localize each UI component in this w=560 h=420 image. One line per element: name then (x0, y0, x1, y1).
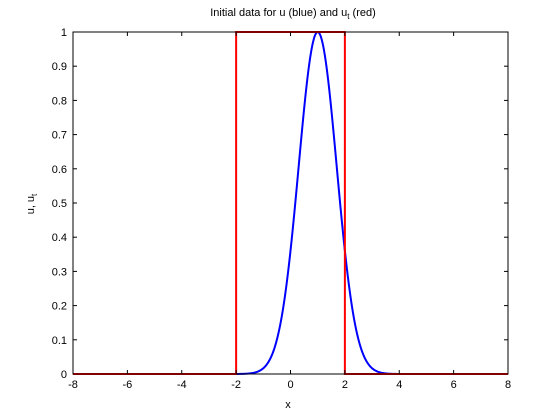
plot-area (73, 32, 508, 374)
y-axis-label-main: u, u (25, 196, 37, 214)
y-tick-label: 0.4 (52, 232, 67, 244)
x-tick-label: 8 (505, 379, 511, 391)
x-tick-label: -4 (177, 379, 187, 391)
x-axis-label: x (285, 399, 291, 411)
x-tick-label: 2 (342, 379, 348, 391)
x-tick-label: 0 (287, 379, 293, 391)
y-tick-label: 0.6 (52, 164, 67, 176)
y-tick-label: 0.2 (52, 301, 67, 313)
y-tick-label: 0.9 (52, 61, 67, 73)
y-axis-label: u, ut (25, 193, 39, 214)
x-tick-label: -6 (122, 379, 132, 391)
y-tick-label: 0.7 (52, 130, 67, 142)
chart-title-main: Initial data for u (blue) and u (210, 7, 347, 19)
x-tick-label: -8 (68, 379, 78, 391)
x-tick-label: 6 (451, 379, 457, 391)
y-tick-label: 0 (61, 369, 67, 381)
y-tick-label: 0.8 (52, 95, 67, 107)
y-tick-label: 0.1 (52, 335, 67, 347)
y-tick-label: 0.5 (52, 198, 67, 210)
y-tick-label: 1 (61, 27, 67, 39)
x-tick-label: -2 (231, 379, 241, 391)
chart-title: Initial data for u (blue) and ut (red) (210, 7, 376, 21)
chart-title-subscript: t (347, 12, 350, 21)
y-axis-label-subscript: t (30, 193, 39, 196)
ticks-layer: -8 -6 -4 -2 0 2 4 6 8 0 0.1 0.2 0.3 0.4 0.5 0.6 0.7 0.8 0.… (52, 27, 511, 391)
y-tick-label: 0.3 (52, 266, 67, 278)
chart-title-suffix: (red) (349, 7, 375, 19)
x-tick-label: 4 (396, 379, 402, 391)
